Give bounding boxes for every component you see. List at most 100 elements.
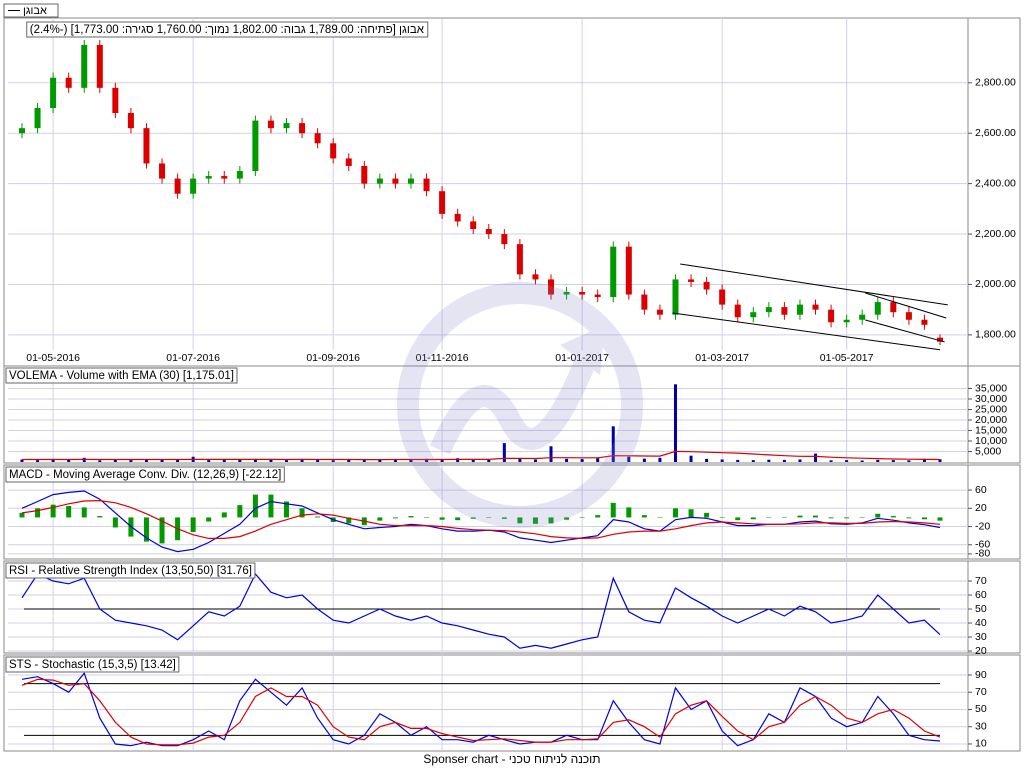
volume-bar [814,453,818,462]
trendline [865,292,947,319]
volume-bar [829,460,833,462]
panel-title: RSI - Relative Strength Index (13,50,50)… [9,565,252,577]
volume-bar [751,460,755,462]
histogram-bar [766,517,772,518]
volume-bar [238,459,242,462]
volume-bar [845,460,849,462]
volume-bar [347,459,351,462]
volume-bar [222,459,226,462]
candle-body [299,123,306,134]
histogram-bar [921,517,927,520]
panel-title-box [5,466,285,483]
x-tick-label: 01-03-2017 [695,352,749,364]
volume-bar [176,459,180,462]
candle-body [828,309,835,323]
histogram-bar [50,504,56,518]
volume-bar [565,458,569,462]
candle-body [641,294,648,310]
volume-bar [440,459,444,462]
candle-body [19,128,25,134]
panel-title-box [5,656,180,673]
candle-body [174,178,181,194]
y-tick-label: 60 [975,589,987,601]
volume-bar [144,459,148,462]
histogram-bar [206,517,212,522]
candle-body [688,279,695,282]
candle-body [516,244,523,275]
y-tick-label: 20,000 [975,414,1007,426]
trendline [672,312,941,351]
y-tick-label: 2,600.00 [975,127,1016,139]
legend: אבוגן [3,3,59,18]
histogram-bar [610,502,616,518]
volume-bar [673,384,677,462]
y-tick-label: 1,800.00 [975,329,1016,341]
y-tick-label: 70 [975,686,987,698]
volume-bar [300,459,304,462]
x-tick-label: 01-09-2016 [306,352,360,364]
x-tick-label: 01-05-2017 [820,352,874,364]
histogram-bar [781,517,787,518]
y-tick-label: 35,000 [975,382,1007,394]
x-tick-label: 01-11-2016 [416,352,469,364]
histogram-bar [688,509,694,518]
histogram-bar [750,517,756,520]
y-tick-label: 90 [975,669,987,681]
histogram-bar [579,516,585,518]
candle-body [267,120,274,129]
histogram-bar [408,516,414,518]
y-tick-label: 10,000 [975,435,1007,447]
x-tick-label: 01-07-2016 [166,352,220,364]
histogram-bar [828,517,834,519]
candle-body [127,113,134,129]
candle-body [563,292,570,295]
candle-body [65,77,72,88]
histogram-bar [470,517,476,519]
volume-bar [253,458,257,462]
histogram-bar [641,515,647,518]
y-tick-label: 2,800.00 [975,77,1016,89]
y-tick-label: 20 [975,502,987,514]
histogram-bar [424,517,430,518]
volume-bar [533,459,537,462]
volume-bar [98,460,102,462]
histogram-bar [299,508,305,518]
histogram-bar [564,517,570,520]
histogram-bar [315,516,321,518]
histogram-bar [19,512,25,518]
candle-body [252,120,259,172]
candle-body [361,165,368,184]
series-line [21,671,941,747]
candle-body [625,246,632,295]
footer: Sponser chart - תוכנה לניתוח טכני [423,752,600,766]
y-tick-label: -80 [975,548,990,560]
x-tick-label: 01-05-2016 [26,352,80,364]
candle-body [283,123,290,129]
histogram-bar [501,517,507,519]
candle-body [859,314,866,320]
histogram-bar [190,517,196,533]
trendline [865,319,945,343]
histogram-bar [284,501,290,518]
candle-body [485,228,492,235]
volume-bar [362,460,366,462]
histogram-bar [532,517,538,524]
histogram-bar [906,517,912,519]
panel-box [3,17,1021,367]
histogram-bar [252,494,258,518]
volume-bar [502,443,506,462]
candle-body [672,279,679,315]
histogram-bar [813,515,819,518]
candle-body [796,304,803,315]
candle-body [50,77,57,108]
candle-body [454,213,461,222]
candle-body [423,178,430,192]
volume-bar [658,457,662,462]
y-tick-label: 30 [975,720,987,732]
histogram-bar [875,513,881,518]
candle-body [330,143,337,159]
candle-body [812,304,819,310]
panel-title-box [5,562,256,579]
volume-bar [860,460,864,462]
panel-title-box [5,367,238,384]
